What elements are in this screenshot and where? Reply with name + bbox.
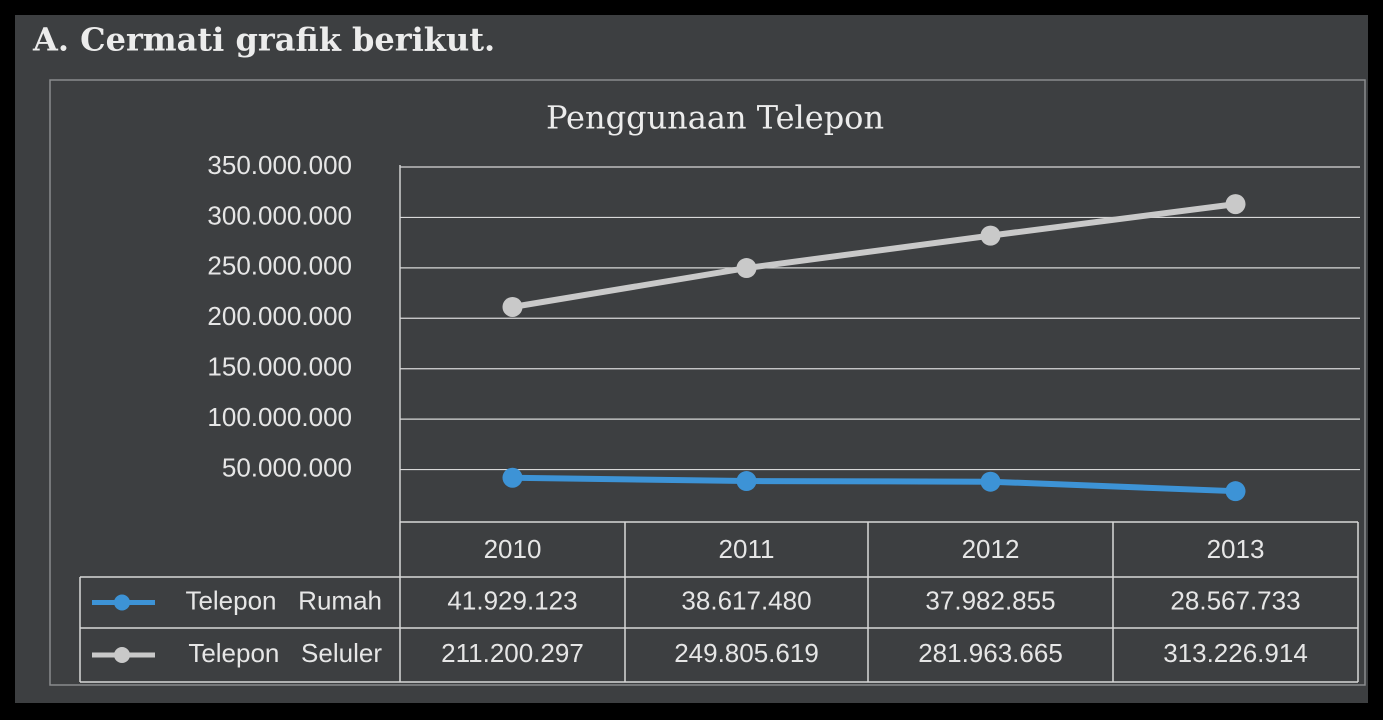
y-tick-label: 100.000.000 <box>207 402 352 432</box>
series-line <box>512 201 1236 310</box>
legend-label: Telepon Rumah <box>185 585 382 615</box>
table-value: 38.617.480 <box>681 585 811 615</box>
x-tick-label: 2013 <box>1207 534 1265 564</box>
y-tick-label: 50.000.000 <box>222 452 352 482</box>
y-tick-label: 300.000.000 <box>207 200 352 230</box>
y-tick-label: 350.000.000 <box>207 150 352 180</box>
legend-marker <box>114 647 130 663</box>
table-value: 41.929.123 <box>447 585 577 615</box>
y-tick-label: 150.000.000 <box>207 352 352 382</box>
x-tick-label: 2010 <box>484 534 542 564</box>
data-point <box>1225 481 1246 502</box>
table-value: 313.226.914 <box>1163 638 1308 668</box>
panel <box>15 15 1368 703</box>
table-value: 249.805.619 <box>674 638 819 668</box>
data-point <box>502 296 523 317</box>
legend-marker <box>114 594 130 611</box>
y-tick-label: 250.000.000 <box>207 251 352 281</box>
data-point <box>980 225 1001 246</box>
chart-title: Penggunaan Telepon <box>546 99 884 137</box>
heading: A. Cermati grafik berikut. <box>32 21 495 59</box>
table-value: 281.963.665 <box>918 638 1063 668</box>
data-point <box>980 471 1001 492</box>
y-tick-label: 200.000.000 <box>207 301 352 331</box>
chart-frame <box>49 79 1366 686</box>
data-point <box>736 471 757 492</box>
x-tick-label: 2011 <box>719 534 775 564</box>
x-tick-label: 2012 <box>962 534 1020 564</box>
table-value: 28.567.733 <box>1170 585 1300 615</box>
data-point <box>736 258 757 279</box>
table-value: 211.200.297 <box>441 638 584 668</box>
series-line <box>512 474 1236 495</box>
table-value: 37.982.855 <box>925 585 1055 615</box>
data-point <box>1225 194 1246 215</box>
legend-label: Telepon Seluler <box>188 638 382 668</box>
data-point <box>502 467 523 488</box>
